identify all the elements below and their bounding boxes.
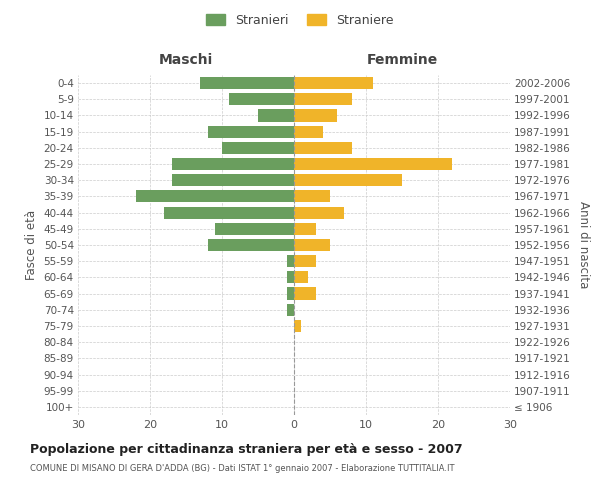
Text: Popolazione per cittadinanza straniera per età e sesso - 2007: Popolazione per cittadinanza straniera p…	[30, 442, 463, 456]
Bar	[294, 142, 352, 154]
Bar	[294, 77, 373, 89]
Bar	[208, 239, 294, 251]
Text: Femmine: Femmine	[367, 54, 437, 68]
Legend: Stranieri, Straniere: Stranieri, Straniere	[202, 8, 398, 32]
Text: Maschi: Maschi	[159, 54, 213, 68]
Bar	[294, 206, 344, 218]
Bar	[200, 77, 294, 89]
Bar	[294, 174, 402, 186]
Bar	[215, 222, 294, 235]
Bar	[164, 206, 294, 218]
Bar	[294, 93, 352, 106]
Bar	[287, 255, 294, 268]
Bar	[294, 126, 323, 138]
Bar	[294, 158, 452, 170]
Bar	[294, 255, 316, 268]
Bar	[208, 126, 294, 138]
Y-axis label: Anni di nascita: Anni di nascita	[577, 202, 590, 288]
Bar	[287, 272, 294, 283]
Bar	[294, 110, 337, 122]
Bar	[294, 239, 330, 251]
Bar	[294, 190, 330, 202]
Bar	[294, 222, 316, 235]
Bar	[136, 190, 294, 202]
Bar	[172, 174, 294, 186]
Bar	[172, 158, 294, 170]
Y-axis label: Fasce di età: Fasce di età	[25, 210, 38, 280]
Bar	[287, 288, 294, 300]
Bar	[222, 142, 294, 154]
Text: COMUNE DI MISANO DI GERA D'ADDA (BG) - Dati ISTAT 1° gennaio 2007 - Elaborazione: COMUNE DI MISANO DI GERA D'ADDA (BG) - D…	[30, 464, 455, 473]
Bar	[229, 93, 294, 106]
Bar	[258, 110, 294, 122]
Bar	[287, 304, 294, 316]
Bar	[294, 272, 308, 283]
Bar	[294, 320, 301, 332]
Bar	[294, 288, 316, 300]
